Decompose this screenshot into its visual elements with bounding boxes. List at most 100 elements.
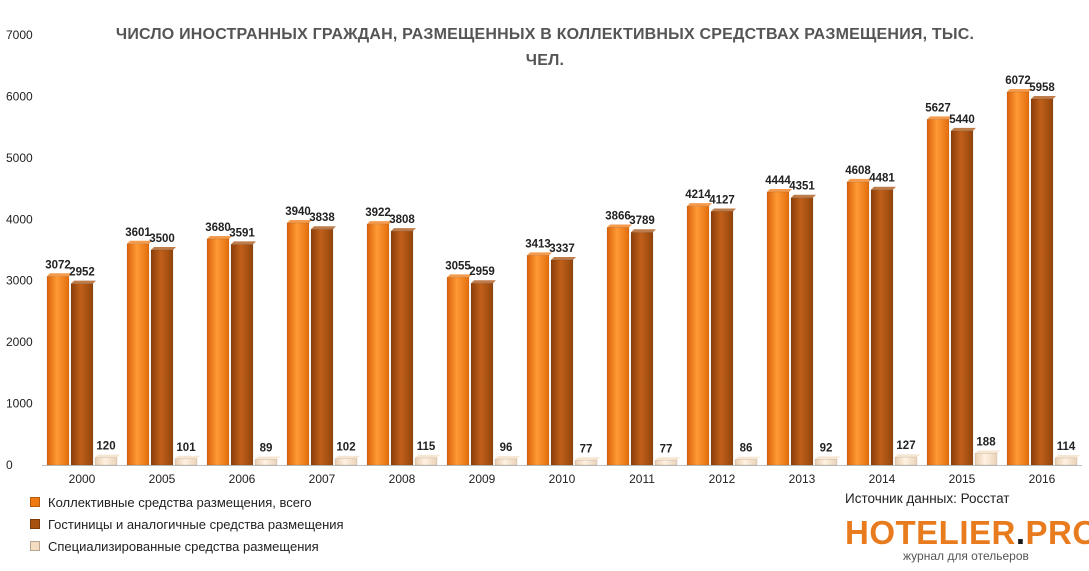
data-label: 3789 [629,215,655,227]
legend-swatch-hotels [30,519,40,529]
bar [1054,457,1078,466]
bar-top-face [791,194,816,198]
bar-top-face [847,178,872,182]
data-label: 3866 [605,211,631,223]
bar [70,283,94,466]
legend-swatch-total [30,497,40,507]
data-label: 101 [176,442,196,454]
bar [150,249,174,466]
y-tick-label: 0 [6,458,13,472]
y-tick-label: 3000 [6,274,33,288]
data-label: 2959 [469,266,495,278]
bar-top-face [975,450,1000,454]
data-label: 3500 [149,233,175,245]
bar-top-face [495,456,520,460]
bar [630,231,654,466]
bar [766,191,790,466]
y-axis: 0 1000 2000 3000 4000 5000 6000 7000 [6,28,33,472]
bar-top-face [575,457,600,461]
bar-top-face [767,189,792,193]
bar-top-face [735,456,760,460]
bar [174,458,198,466]
bar [414,457,438,466]
bar [254,459,278,466]
bar [494,458,518,466]
bar-top-face [655,457,680,461]
bar-top-face [71,280,96,284]
bar [550,259,574,466]
bar [686,205,710,466]
x-tick-label: 2016 [1029,472,1056,486]
x-axis: 2000 2005 2006 2007 2008 2009 2010 2011 2012 2013… [42,465,1082,486]
bar [870,189,894,466]
bar [734,459,758,466]
y-tick-label: 4000 [6,212,33,226]
source-note: Источник данных: Росстат [845,491,1010,506]
bar-top-face [127,240,152,244]
bar-top-face [311,226,336,230]
data-label: 114 [1057,441,1076,453]
bar-top-face [551,257,576,261]
x-tick-label: 2006 [229,472,256,486]
bar [814,459,838,466]
bar-top-face [471,280,496,284]
bar-top-face [1007,89,1032,93]
x-tick-label: 2013 [789,472,816,486]
x-tick-label: 2000 [69,472,96,486]
bar-top-face [391,228,416,232]
bar [974,453,998,466]
bar-top-face [815,456,840,460]
bar [654,459,678,466]
bar [1006,91,1030,466]
x-tick-label: 2005 [149,472,176,486]
bar [710,211,734,466]
brand-suffix: PRO [1025,514,1089,551]
legend-label-specialized: Специализированные средства размещения [48,538,319,554]
bar-top-face [335,455,360,459]
data-label: 3808 [389,214,415,226]
legend: Коллективные средства размещения, всего … [30,491,344,557]
x-tick-label: 2010 [549,472,576,486]
y-tick-label: 5000 [6,151,33,165]
y-tick-label: 7000 [6,28,33,42]
x-tick-label: 2011 [629,472,655,486]
bar [126,243,150,466]
bar-top-face [527,252,552,256]
bar [366,223,390,466]
bar-top-face [447,274,472,278]
bar-top-face [255,456,280,460]
y-tick-label: 6000 [6,89,33,103]
y-tick-label: 2000 [6,335,33,349]
x-tick-label: 2009 [469,472,496,486]
data-label: 5440 [949,114,975,126]
bar-top-face [47,273,72,277]
bar [286,222,310,466]
data-label: 2952 [69,267,95,279]
bar-top-face [151,247,176,250]
data-label: 5627 [925,102,951,114]
bar-top-face [367,221,392,225]
bar-top-face [895,454,920,458]
data-label: 4608 [845,165,871,177]
x-tick-label: 2012 [709,472,736,486]
data-label: 4127 [709,194,735,206]
brand-logo: HOTELIER.PRO журнал для отельеров [845,514,1089,564]
bar [894,456,918,466]
data-label: 4351 [789,181,815,193]
bar-top-face [927,116,952,120]
data-label: 3601 [125,227,151,239]
data-label: 96 [500,442,513,454]
bar-top-face [871,186,896,190]
legend-item-hotels: Гостиницы и аналогичные средства размеще… [30,513,344,535]
bar [1030,98,1054,466]
data-label: 77 [660,443,673,455]
bar-series-group [46,89,1080,466]
data-label: 89 [260,443,273,455]
bar-top-face [711,208,736,212]
data-label: 3055 [445,260,471,272]
bar [526,255,550,466]
bar [926,119,950,466]
bar-top-face [415,454,440,458]
